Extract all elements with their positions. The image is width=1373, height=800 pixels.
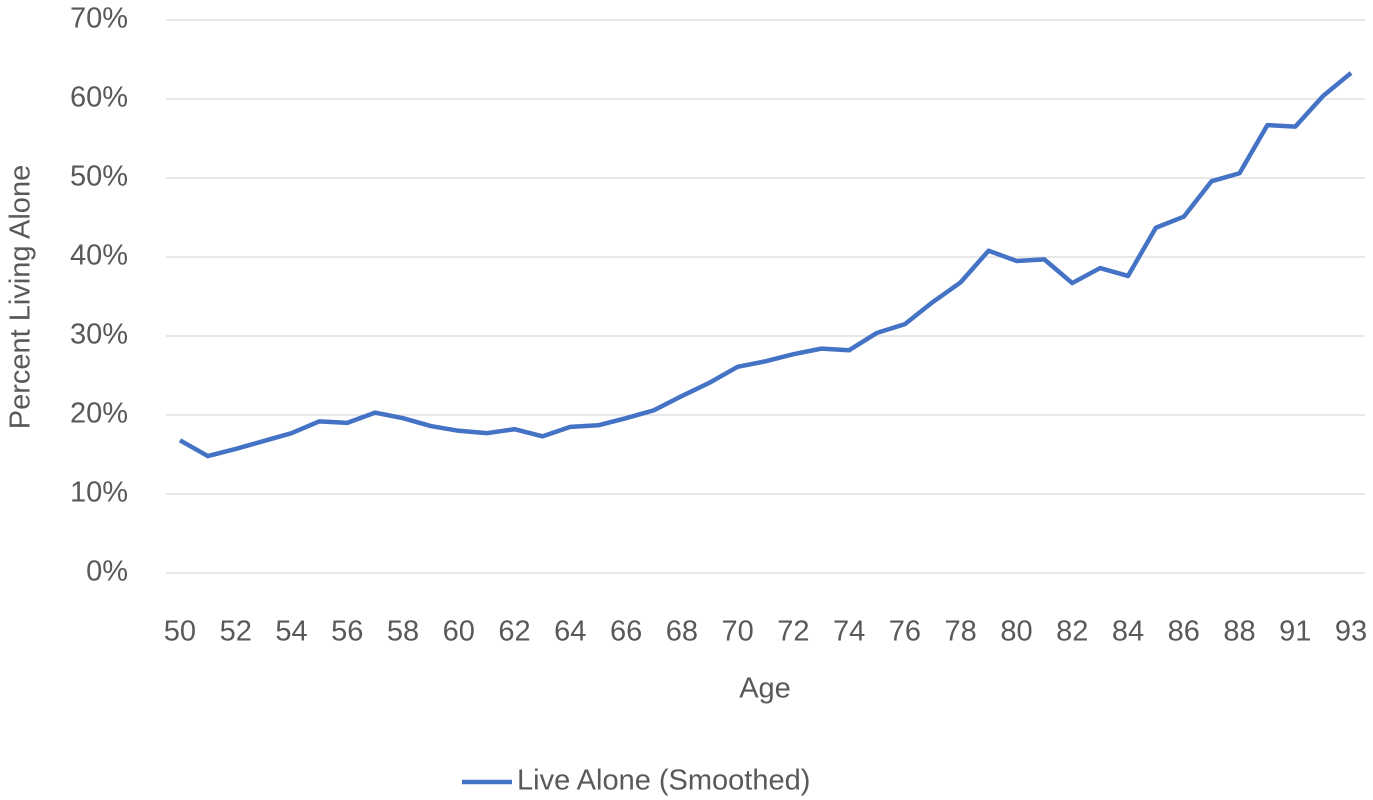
legend-label: Live Alone (Smoothed) xyxy=(517,765,810,797)
y-tick-label: 50% xyxy=(70,161,128,193)
y-tick-label: 10% xyxy=(70,477,128,509)
x-tick-label: 68 xyxy=(666,616,698,648)
x-tick-label: 72 xyxy=(777,616,809,648)
x-tick-label: 52 xyxy=(220,616,252,648)
y-axis-label: Percent Living Alone xyxy=(5,165,37,429)
y-tick-label: 60% xyxy=(70,82,128,114)
data-line xyxy=(178,71,1353,459)
x-tick-label: 66 xyxy=(610,616,642,648)
x-tick-label: 93 xyxy=(1335,616,1367,648)
y-tick-label: 40% xyxy=(70,240,128,272)
x-tick-label: 88 xyxy=(1223,616,1255,648)
x-tick-label: 60 xyxy=(443,616,475,648)
y-tick-label: 30% xyxy=(70,319,128,351)
x-tick-label: 82 xyxy=(1056,616,1088,648)
x-tick-label: 80 xyxy=(1000,616,1032,648)
x-tick-label: 58 xyxy=(387,616,419,648)
y-tick-label: 70% xyxy=(70,3,128,35)
x-axis-label: Age xyxy=(739,673,791,705)
x-tick-label: 76 xyxy=(889,616,921,648)
x-tick-label: 78 xyxy=(945,616,977,648)
y-tick-label: 20% xyxy=(70,398,128,430)
x-tick-label: 56 xyxy=(331,616,363,648)
x-tick-label: 74 xyxy=(833,616,865,648)
x-tick-label: 91 xyxy=(1279,616,1311,648)
x-tick-label: 54 xyxy=(275,616,307,648)
x-tick-label: 62 xyxy=(498,616,530,648)
x-tick-label: 50 xyxy=(164,616,196,648)
y-tick-label: 0% xyxy=(86,556,128,588)
x-tick-label: 70 xyxy=(721,616,753,648)
x-tick-label: 86 xyxy=(1168,616,1200,648)
x-tick-label: 64 xyxy=(554,616,586,648)
x-tick-label: 84 xyxy=(1112,616,1144,648)
